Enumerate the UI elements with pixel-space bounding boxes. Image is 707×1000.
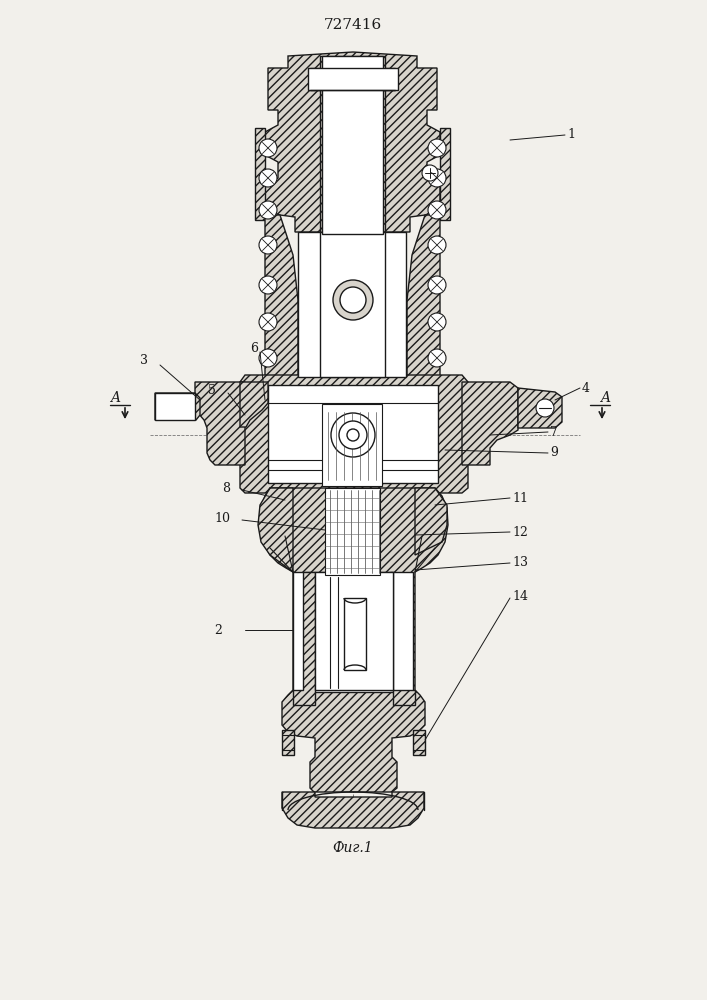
Polygon shape [415,488,447,555]
Polygon shape [265,215,298,380]
Text: 12: 12 [512,526,528,538]
Bar [315,572,393,690]
Circle shape [428,313,446,331]
Circle shape [259,201,277,219]
Polygon shape [255,128,265,220]
Bar [298,232,406,377]
Circle shape [347,429,359,441]
Text: 6: 6 [250,342,258,355]
Polygon shape [310,56,395,232]
Circle shape [340,287,366,313]
Bar [344,598,366,670]
Bar [322,404,382,486]
Bar [293,572,413,692]
Polygon shape [155,393,200,420]
Polygon shape [462,382,518,465]
Text: A: A [110,391,120,405]
Polygon shape [260,488,448,792]
Circle shape [339,421,367,449]
Circle shape [428,236,446,254]
Circle shape [259,349,277,367]
Text: 9: 9 [550,446,558,460]
Circle shape [259,139,277,157]
Polygon shape [390,572,415,705]
Text: 2: 2 [214,624,222,637]
Text: A: A [600,391,610,405]
Text: 13: 13 [512,556,528,570]
Bar [155,393,195,420]
Polygon shape [282,792,424,828]
Polygon shape [518,388,562,428]
Polygon shape [240,382,268,427]
Bar [308,68,398,90]
Text: 3: 3 [140,354,148,366]
Circle shape [259,276,277,294]
Polygon shape [240,375,468,493]
Text: 11: 11 [512,491,528,504]
Polygon shape [195,382,245,465]
Polygon shape [440,128,450,220]
Text: Фиг.1: Фиг.1 [333,841,373,855]
Polygon shape [407,215,440,380]
Text: 1: 1 [567,128,575,141]
Polygon shape [325,488,380,575]
Bar [282,730,294,755]
Text: 4: 4 [582,381,590,394]
Text: 14: 14 [512,589,528,602]
Bar [268,385,438,483]
Circle shape [259,169,277,187]
Bar [320,232,385,377]
Circle shape [428,201,446,219]
Circle shape [428,276,446,294]
Polygon shape [265,52,440,232]
Polygon shape [293,572,315,705]
Text: 727416: 727416 [324,18,382,32]
Circle shape [331,413,375,457]
Text: 10: 10 [214,512,230,524]
Circle shape [333,280,373,320]
Circle shape [259,236,277,254]
Text: 7: 7 [550,426,558,438]
Text: 5: 5 [208,383,216,396]
Bar [322,56,383,234]
Circle shape [536,399,554,417]
Circle shape [428,169,446,187]
Circle shape [428,349,446,367]
Circle shape [259,313,277,331]
Circle shape [422,165,438,181]
Polygon shape [258,488,293,572]
Bar [413,730,425,755]
Circle shape [428,139,446,157]
Text: 8: 8 [222,482,230,494]
